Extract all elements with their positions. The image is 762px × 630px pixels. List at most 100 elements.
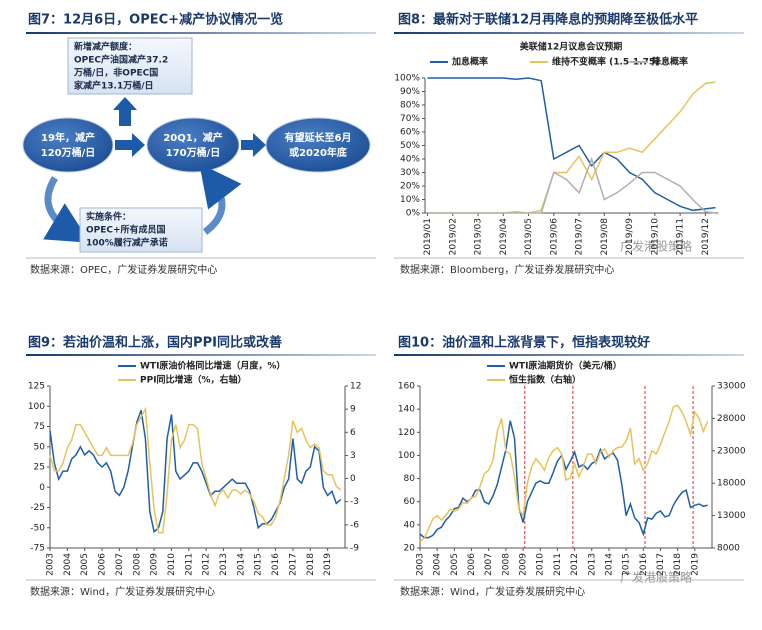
title-underline [26, 354, 376, 356]
x-tick-label: 2018 [673, 553, 683, 576]
y-tick-label: 10% [400, 195, 420, 205]
x-tick-label: 2008 [132, 553, 142, 576]
node-text: 家减产13.1万桶/日 [74, 80, 154, 92]
x-tick-label: 2005 [80, 553, 90, 576]
y-tick-label: 140 [398, 405, 415, 415]
x-tick-label: 2012 [202, 553, 212, 576]
y-tick-label: 100 [28, 402, 45, 412]
y-tick-label: -75 [30, 544, 45, 554]
source: 数据来源：OPEC，广发证券发展研究中心 [30, 263, 217, 276]
node-text: OPEC+所有成员国 [86, 224, 166, 236]
x-tick-label: 2016 [639, 553, 649, 576]
y-tick-label: 60% [400, 128, 420, 138]
node-text: 或2020年底 [289, 146, 347, 159]
x-tick-label: 2006 [98, 553, 108, 576]
y2-tick-label: 23000 [717, 446, 746, 456]
node-text: 19年，减产 [41, 131, 95, 144]
y-tick-label: 75 [34, 422, 45, 432]
x-tick-label: 2011 [184, 553, 194, 576]
y2-tick-label: 33000 [717, 382, 746, 392]
y-tick-label: 70% [400, 114, 420, 124]
x-tick-label: 2019 [690, 553, 700, 576]
y-tick-label: -25 [30, 503, 45, 513]
watermark: 广发港股策略 [620, 239, 692, 254]
series-line [49, 406, 342, 534]
x-tick-label: 2012 [570, 553, 580, 576]
y2-tick-label: 9 [350, 405, 356, 415]
y2-tick-label: 28000 [717, 414, 746, 424]
x-tick-label: 2019 [323, 553, 333, 576]
x-tick-label: 2006 [467, 553, 477, 576]
node-text: 有望延长至6月 [285, 131, 352, 144]
y-tick-label: 50% [400, 141, 420, 151]
source: 数据来源：Bloomberg，广发证券发展研究中心 [400, 263, 614, 276]
series-line [427, 81, 716, 214]
x-tick-label: 2017 [288, 553, 298, 576]
node-text: 20Q1，减产 [163, 131, 222, 144]
y2-tick-label: -9 [350, 544, 359, 554]
y2-tick-label: 8000 [717, 544, 740, 554]
series-line [419, 404, 709, 543]
node-text: 170万桶/日 [166, 146, 221, 159]
x-tick-label: 2009 [519, 553, 529, 576]
y-tick-label: 0 [39, 483, 45, 493]
series-line [49, 410, 342, 534]
y2-tick-label: 0 [350, 474, 356, 484]
x-tick-label: 2019/09 [625, 218, 635, 256]
y-tick-label: 40% [400, 155, 420, 165]
arrow-right [115, 133, 145, 157]
legend-label: PPI同比增速（%，右轴） [140, 374, 247, 386]
curved-arrow [43, 176, 91, 243]
arrow-right [241, 133, 266, 157]
series-line [419, 420, 708, 539]
y2-tick-label: 13000 [717, 511, 746, 521]
diagram-title: 图7：12月6日，OPEC+减产协议情况一览 [28, 12, 283, 28]
node-ellipse [265, 117, 371, 173]
x-tick-label: 2019/11 [676, 218, 686, 255]
node-ellipse [22, 117, 114, 173]
y-tick-label: 60 [404, 497, 416, 507]
x-tick-label: 2018 [306, 553, 316, 576]
y-tick-label: 90% [400, 87, 420, 97]
node-text: 万桶/日，非OPEC国 [73, 67, 158, 79]
x-tick-label: 2019/05 [524, 218, 534, 255]
node-text: 100%履行减产承诺 [86, 237, 168, 249]
info-box [67, 37, 193, 95]
x-tick-label: 2007 [115, 553, 125, 576]
y-tick-label: 100% [394, 74, 420, 84]
y2-tick-label: 6 [350, 428, 356, 438]
x-tick-label: 2003 [46, 553, 56, 576]
source: 数据来源：Wind，广发证券发展研究中心 [400, 585, 585, 598]
y2-tick-label: 18000 [717, 479, 746, 489]
y-tick-label: 20 [404, 544, 416, 554]
y-tick-label: 30% [400, 168, 420, 178]
x-tick-label: 2010 [536, 553, 546, 576]
x-tick-label: 2019/10 [650, 218, 660, 256]
info-box [79, 207, 203, 253]
node-text: 新增减产额度： [74, 41, 137, 53]
x-tick-label: 2019/07 [575, 218, 585, 255]
legend-label: 降息概率 [652, 56, 688, 68]
legend-label: WTI原油价格同比增速（月度，%） [140, 360, 285, 372]
x-tick-label: 2019/03 [474, 218, 484, 255]
source: 数据来源：Wind，广发证券发展研究中心 [30, 585, 215, 598]
x-tick-label: 2004 [433, 553, 443, 576]
x-tick-label: 2019/06 [549, 218, 559, 256]
arrow-up [113, 97, 137, 126]
x-tick-label: 2019/01 [423, 218, 433, 255]
x-tick-label: 2003 [416, 553, 426, 576]
y-tick-label: -50 [30, 523, 45, 533]
x-tick-label: 2005 [450, 553, 460, 576]
y2-tick-label: -6 [350, 520, 359, 530]
y-tick-label: 160 [398, 382, 415, 392]
y-tick-label: 100 [398, 451, 415, 461]
chart-title: 图10：油价温和上涨背景下，恒指表现较好 [398, 335, 650, 351]
y-tick-label: 120 [398, 428, 415, 438]
x-tick-label: 2015 [254, 553, 264, 576]
x-tick-label: 2014 [236, 553, 246, 576]
y-tick-label: 80 [404, 474, 416, 484]
y-tick-label: 20% [400, 182, 420, 192]
legend-label: 加息概率 [451, 56, 488, 68]
x-tick-label: 2019/04 [499, 218, 509, 256]
